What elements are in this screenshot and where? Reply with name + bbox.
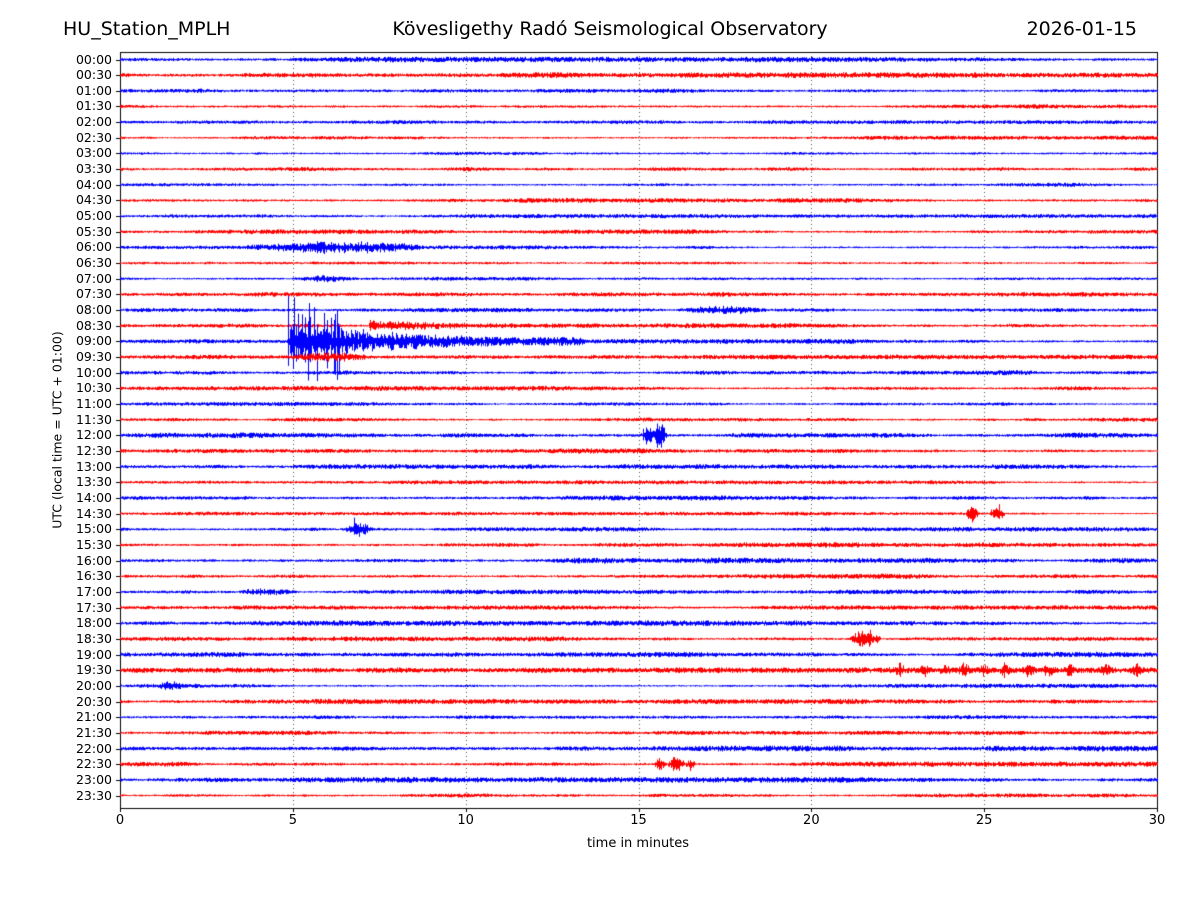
y-tick-label: 18:00 [75, 615, 112, 631]
y-tick-label: 07:00 [75, 270, 112, 286]
y-tick-label: 09:00 [75, 333, 112, 349]
y-tick-label: 20:30 [75, 693, 112, 709]
y-tick-label: 11:00 [75, 396, 112, 411]
y-tick-label: 02:30 [75, 129, 112, 145]
y-tick-label: 15:30 [75, 536, 112, 552]
y-tick-label: 07:30 [75, 286, 112, 302]
y-tick-label: 21:30 [75, 724, 112, 740]
y-tick-label: 03:30 [75, 161, 112, 177]
y-tick-label: 08:30 [75, 317, 112, 333]
y-tick-label: 17:00 [75, 583, 112, 599]
y-tick-label: 12:30 [75, 442, 112, 458]
y-tick-label: 19:30 [75, 662, 112, 678]
x-tick-label: 10 [457, 813, 474, 828]
x-tick-label: 25 [975, 813, 993, 828]
y-tick-label: 12:00 [75, 427, 112, 443]
y-tick-label: 18:30 [75, 630, 112, 646]
y-tick-label: 00:30 [75, 67, 112, 83]
y-tick-label: 13:00 [75, 458, 112, 474]
y-tick-label: 16:30 [75, 568, 112, 584]
y-tick-label: 13:30 [75, 474, 112, 490]
y-tick-label: 17:30 [75, 599, 112, 615]
station-name: HU_Station_MPLH [63, 18, 231, 40]
x-tick-label: 15 [630, 813, 647, 828]
y-tick-label: 01:30 [75, 98, 112, 114]
y-tick-label: 15:00 [75, 521, 112, 537]
x-tick-label: 0 [115, 813, 125, 828]
y-tick-label: 23:00 [75, 771, 112, 787]
record-date: 2026-01-15 [1026, 18, 1137, 40]
y-tick-label: 06:30 [75, 255, 112, 271]
y-tick-label: 04:00 [75, 176, 112, 192]
x-tick-label: 20 [803, 813, 820, 828]
y-tick-label: 21:00 [75, 709, 112, 725]
observatory-title: Kövesligethy Radó Seismological Observat… [392, 18, 828, 40]
y-tick-label: 08:00 [75, 302, 112, 318]
y-tick-label: 09:30 [75, 349, 112, 365]
x-tick-label: 30 [1148, 813, 1166, 828]
y-tick-label: 00:00 [75, 51, 112, 67]
y-tick-label: 10:30 [75, 380, 112, 396]
y-tick-label: 03:00 [75, 145, 112, 161]
y-tick-label: 14:00 [75, 489, 112, 505]
y-tick-label: 11:30 [75, 411, 112, 427]
y-tick-label: 01:00 [75, 82, 112, 98]
y-tick-label: 16:00 [75, 552, 112, 568]
y-tick-label: 05:30 [75, 223, 112, 239]
y-tick-label: 06:00 [75, 239, 112, 255]
y-tick-label: 19:00 [75, 646, 112, 662]
y-tick-label: 02:00 [75, 114, 112, 130]
y-tick-label: 05:00 [75, 208, 112, 224]
y-tick-label: 22:30 [75, 756, 112, 772]
y-tick-label: 23:30 [75, 787, 112, 803]
y-tick-label: 14:30 [75, 505, 112, 521]
y-tick-label: 10:00 [75, 364, 112, 380]
y-tick-label: 22:00 [75, 740, 112, 756]
x-tick-label: 5 [288, 813, 297, 828]
y-tick-label: 20:00 [75, 677, 112, 693]
y-tick-label: 04:30 [75, 192, 112, 208]
x-axis-label: time in minutes [586, 836, 690, 851]
